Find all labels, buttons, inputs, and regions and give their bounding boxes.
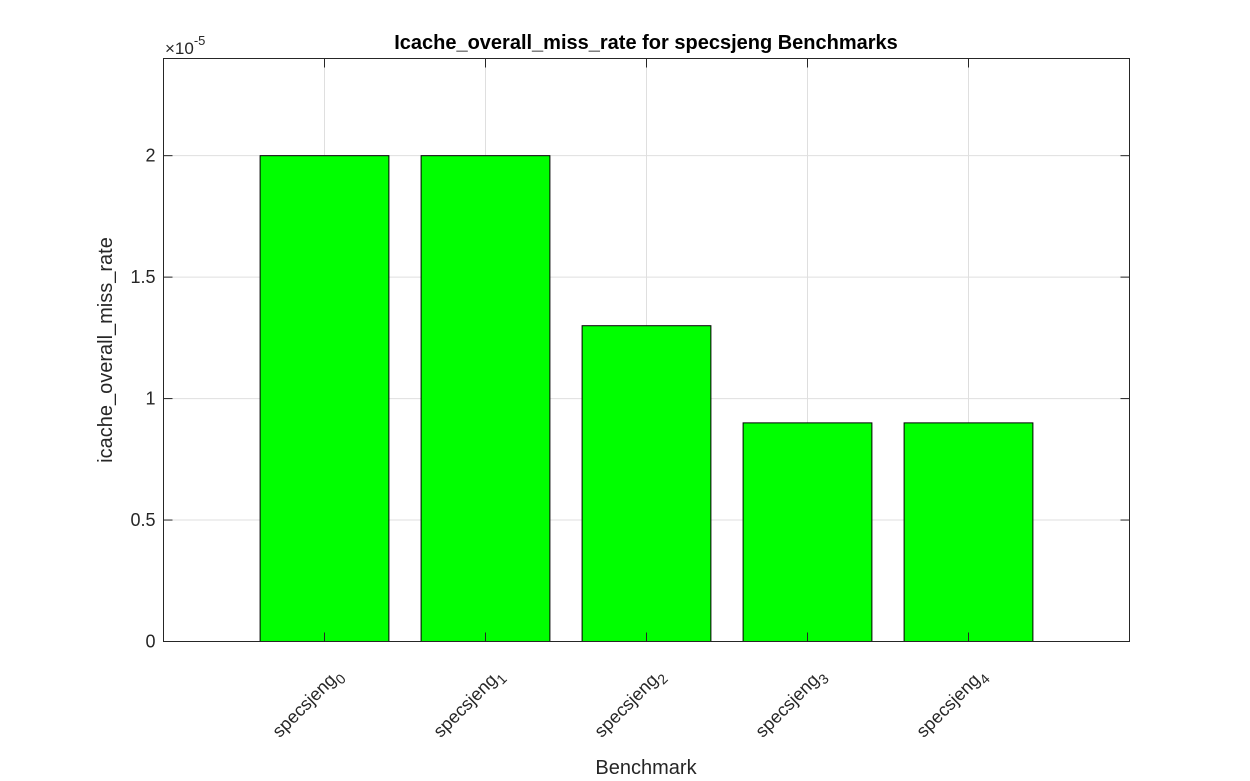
y-axis-label: icache_overall_miss_rate	[95, 237, 117, 463]
x-tick-label: specsjeng0	[268, 664, 349, 745]
y-exponent-power: -5	[194, 33, 206, 48]
x-tick-label: specsjeng1	[429, 664, 510, 745]
x-tick-label: specsjeng4	[912, 664, 993, 745]
x-tick-label: specsjeng3	[751, 664, 832, 745]
y-exponent-base: ×10	[165, 39, 194, 58]
y-tick-label: 0	[145, 632, 155, 652]
bar-specsjeng-0	[259, 155, 390, 643]
y-tick-label: 1	[145, 389, 155, 409]
x-axis-label: Benchmark	[595, 757, 697, 779]
bar-specsjeng-2	[581, 325, 712, 642]
chart-title: Icache_overall_miss_rate for specsjeng B…	[394, 32, 898, 54]
y-ticks: 0 0.5 1 1.5 2	[130, 146, 1130, 652]
bar-specsjeng-1	[420, 155, 551, 643]
bar-specsjeng-3	[742, 422, 873, 642]
y-exponent-label: ×10-5	[165, 33, 205, 58]
bar-specsjeng-4	[903, 422, 1034, 642]
y-tick-label: 0.5	[130, 510, 155, 530]
x-tick-label: specsjeng2	[590, 664, 671, 745]
y-tick-label: 2	[145, 146, 155, 166]
y-tick-label: 1.5	[130, 267, 155, 287]
